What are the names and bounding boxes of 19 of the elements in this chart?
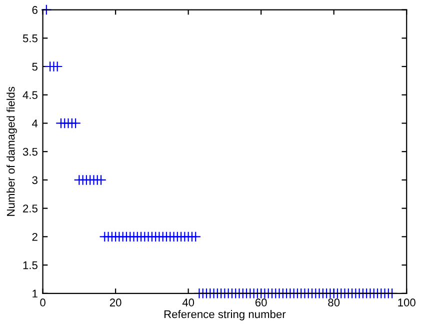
- x-tick-label: 60: [255, 298, 267, 306]
- y-tick-label: 4.5: [22, 91, 38, 99]
- x-tick-label: 0: [40, 298, 46, 306]
- y-tick-label: 6: [32, 6, 38, 14]
- x-tick-label: 100: [398, 298, 416, 306]
- y-tick-label: 3.5: [22, 148, 38, 156]
- x-tick-label: 20: [110, 298, 122, 306]
- x-tick-label: 40: [182, 298, 194, 306]
- y-tick-label: 3: [32, 176, 38, 184]
- y-tick-label: 2.5: [23, 204, 38, 212]
- x-axis-title: Reference string number: [164, 310, 286, 320]
- y-tick-label: 4: [32, 120, 38, 128]
- y-tick-label: 1: [32, 290, 38, 298]
- y-tick-label: 5: [32, 62, 38, 71]
- y-tick-label: 1.5: [23, 261, 38, 270]
- y-tick-label: 5.5: [22, 34, 38, 42]
- y-axis-title: Number of damaged fields: [6, 86, 17, 216]
- x-tick-label: 80: [328, 298, 340, 306]
- y-tick-label: 2: [32, 232, 38, 241]
